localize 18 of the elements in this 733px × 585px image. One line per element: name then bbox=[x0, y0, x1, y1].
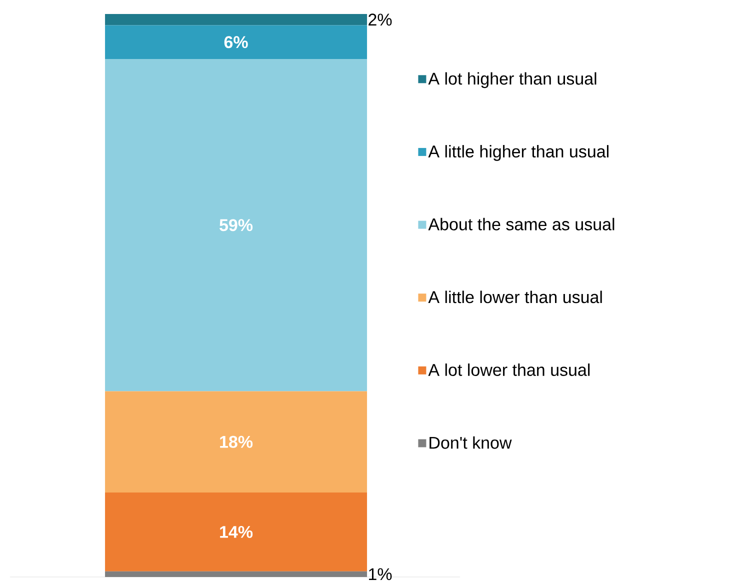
legend-label: A lot higher than usual bbox=[428, 72, 596, 88]
bar bbox=[105, 391, 368, 493]
data-label: 59% bbox=[220, 219, 253, 232]
data-label: 1% bbox=[369, 568, 392, 580]
data-label: 14% bbox=[220, 526, 253, 538]
bar bbox=[105, 14, 368, 26]
data-label: 2% bbox=[368, 14, 392, 26]
bar bbox=[105, 25, 368, 60]
bar bbox=[105, 59, 368, 392]
data-label: 6% bbox=[224, 36, 248, 48]
bar bbox=[105, 571, 368, 577]
legend-label: A lot lower than usual bbox=[428, 364, 590, 376]
legend-label: A little higher than usual bbox=[428, 145, 608, 161]
legend-label: A little lower than usual bbox=[428, 290, 602, 304]
data-label: 18% bbox=[220, 436, 253, 448]
legend-label: Don't know bbox=[430, 436, 512, 449]
legend-label: About the same as usual bbox=[428, 218, 614, 230]
bar bbox=[105, 492, 368, 572]
